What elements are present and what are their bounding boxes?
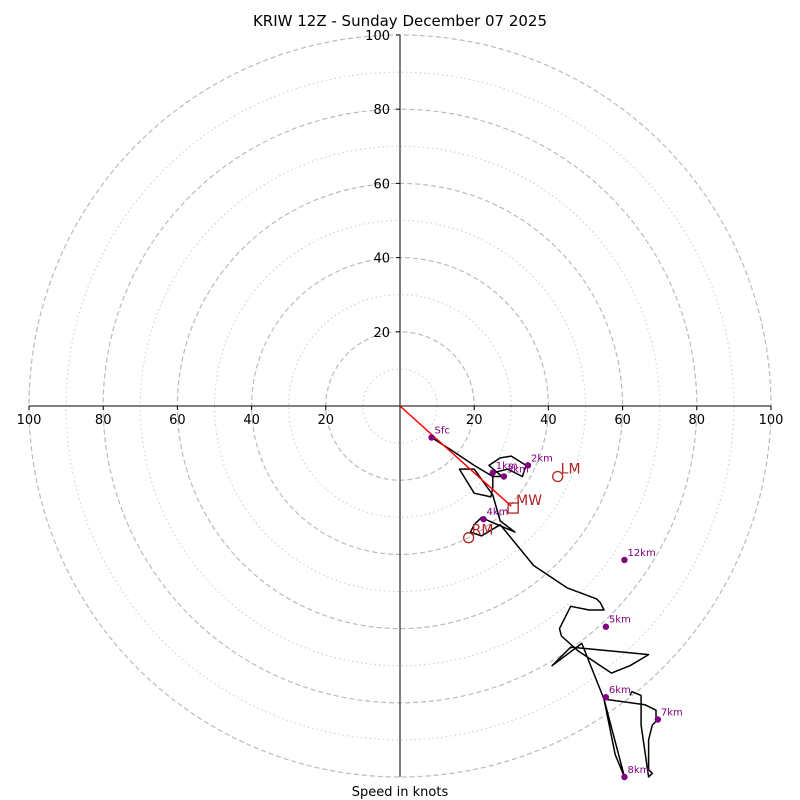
x-tick-label: 40 <box>540 413 557 428</box>
chart-title: KRIW 12Z - Sunday December 07 2025 <box>253 12 547 30</box>
storm-motion-label: LM <box>561 461 581 477</box>
height-marker-label: Sfc <box>435 426 450 437</box>
shear-vector <box>399 405 512 507</box>
storm-motion-label: MW <box>516 493 542 509</box>
tick-labels: 100 80 60 40 20 20 40 60 80 100 20 40 60 80 100 <box>17 29 784 428</box>
y-tick-label: 60 <box>373 177 390 192</box>
storm-motion-label: RM <box>472 523 494 539</box>
height-marker-label: 8km <box>627 765 649 776</box>
hodograph-trace-group <box>431 436 657 778</box>
x-tick-label: 100 <box>759 413 784 428</box>
height-marker-label: 2km <box>531 453 553 464</box>
height-marker-dot <box>621 773 628 781</box>
height-marker-label: 5km <box>609 615 631 626</box>
height-marker-dot <box>500 473 508 480</box>
height-marker-dot <box>602 623 610 630</box>
height-marker-dot <box>654 716 662 723</box>
height-marker-dot <box>621 556 628 564</box>
x-tick-label: 60 <box>169 413 186 428</box>
hodograph-trace <box>431 436 657 778</box>
storm-motion-marker <box>507 502 519 514</box>
height-marker-label: 7km <box>661 707 683 718</box>
height-marker-label: 3km <box>507 464 529 475</box>
x-tick-label: 60 <box>614 413 631 428</box>
x-tick-label: 80 <box>689 413 706 428</box>
height-marker-label: 4km <box>486 507 508 518</box>
y-tick-label: 40 <box>373 252 390 267</box>
y-tick-label: 20 <box>373 326 390 341</box>
x-tick-label: 20 <box>466 413 483 428</box>
y-tick-label: 100 <box>365 29 390 44</box>
height-marker-label: 1km <box>496 461 518 472</box>
storm-motions: LM MW RM <box>462 461 581 544</box>
x-tick-label: 100 <box>17 413 42 428</box>
x-axis-label: Speed in knots <box>352 785 449 800</box>
y-tick-label: 80 <box>373 103 390 118</box>
storm-motion-marker <box>462 532 475 544</box>
height-marker-label: 12km <box>627 548 655 559</box>
storm-motion-marker <box>552 470 564 483</box>
shear-vector-group <box>399 405 512 507</box>
height-marker-label: 6km <box>609 685 631 696</box>
x-tick-label: 40 <box>243 413 260 428</box>
x-tick-label: 20 <box>318 413 335 428</box>
height-marker-dot <box>480 515 487 523</box>
height-marker-dot <box>524 462 532 469</box>
height-marker-dot <box>489 469 496 476</box>
x-tick-label: 80 <box>95 413 112 428</box>
height-marker-dot <box>428 434 435 441</box>
height-marker-dot <box>602 694 610 701</box>
